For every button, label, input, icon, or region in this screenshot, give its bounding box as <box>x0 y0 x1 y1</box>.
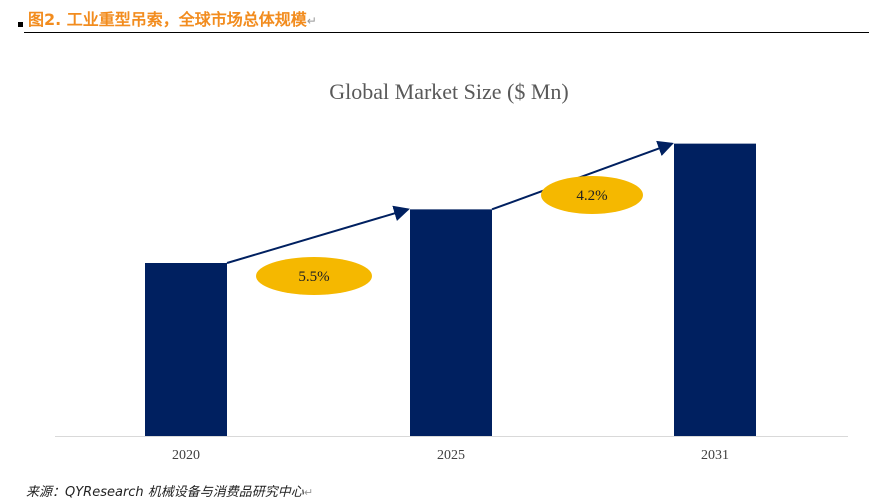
x-tick-label: 2031 <box>701 448 729 463</box>
cagr-label: 5.5% <box>298 269 329 285</box>
caption-text: 图2. 工业重型吊索，全球市场总体规模 <box>28 10 307 29</box>
source-note: 来源：QYResearch 机械设备与消费品研究中心↵ <box>26 481 313 500</box>
figure-caption: 图2. 工业重型吊索，全球市场总体规模↵ <box>18 6 317 30</box>
paragraph-mark-icon: ↵ <box>303 486 314 499</box>
bar-2025 <box>410 209 492 436</box>
caption-rule <box>24 32 869 33</box>
x-tick-label: 2020 <box>172 448 200 463</box>
bullet-icon <box>18 22 23 27</box>
cagr-label: 4.2% <box>576 188 607 204</box>
bar-2020 <box>145 263 227 436</box>
bar-2031 <box>674 143 756 436</box>
paragraph-mark-icon: ↵ <box>306 14 317 28</box>
x-tick-label: 2025 <box>437 448 465 463</box>
chart-title: Global Market Size ($ Mn) <box>329 79 569 104</box>
cagr-bubble <box>541 176 643 214</box>
growth-arrow <box>226 205 410 264</box>
cagr-bubble <box>256 257 372 295</box>
source-text: 来源：QYResearch 机械设备与消费品研究中心 <box>26 485 304 500</box>
